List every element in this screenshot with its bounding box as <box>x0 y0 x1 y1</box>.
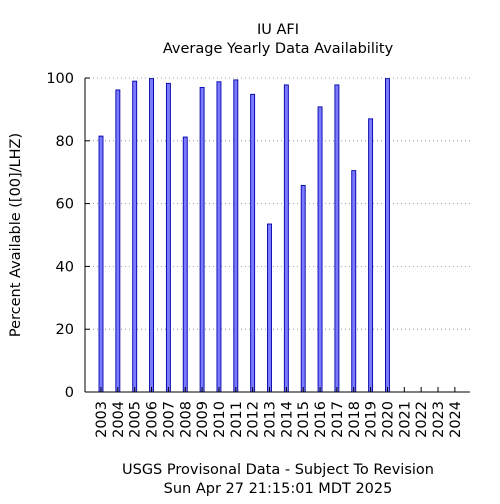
x-tick-label: 2014 <box>279 401 295 438</box>
x-tick-label: 2016 <box>313 401 329 438</box>
y-tick-label: 40 <box>56 259 74 275</box>
bar-2006 <box>149 78 155 393</box>
bar-2005 <box>132 80 138 393</box>
timestamp-footer: Sun Apr 27 21:15:01 MDT 2025 <box>164 481 393 497</box>
bar-2008 <box>182 136 188 393</box>
bars <box>98 78 390 393</box>
bar-2017 <box>334 84 340 393</box>
y-tick-label: 80 <box>56 134 74 150</box>
bar-2014 <box>283 84 289 393</box>
bar-2004 <box>115 89 121 393</box>
x-tick-label: 2021 <box>397 401 413 438</box>
bar-2011 <box>233 79 239 393</box>
bar-2012 <box>250 93 256 393</box>
bar-2019 <box>368 118 374 393</box>
x-tick-label: 2022 <box>414 401 430 438</box>
x-tick-label: 2015 <box>296 401 312 438</box>
bar-2015 <box>300 184 306 393</box>
chart-title: IU AFI <box>257 22 299 38</box>
bar-2020 <box>385 78 390 393</box>
x-tick-label: 2020 <box>380 401 396 438</box>
chart-subtitle: Average Yearly Data Availability <box>163 41 394 57</box>
x-tick-label: 2005 <box>128 401 144 438</box>
y-axis-label: Percent Available ([00]/LHZ) <box>8 133 24 337</box>
bar-2013 <box>267 223 272 393</box>
x-tick-label: 2012 <box>246 401 262 438</box>
x-tick-label: 2004 <box>111 401 127 438</box>
x-tick-label: 2019 <box>364 401 380 438</box>
y-tick-label: 20 <box>56 322 74 338</box>
x-tick-label: 2006 <box>145 401 161 438</box>
axes-frame <box>84 77 470 393</box>
x-tick-label: 2008 <box>178 401 194 438</box>
bar-2010 <box>216 81 222 393</box>
x-tick-label: 2013 <box>263 401 279 438</box>
x-tick-label: 2023 <box>431 401 447 438</box>
bar-2003 <box>98 135 104 393</box>
x-axis-label: USGS Provisonal Data - Subject To Revisi… <box>122 462 434 478</box>
x-tick-label: 2018 <box>347 401 363 438</box>
y-tick-label: 0 <box>65 385 74 401</box>
x-tick-label: 2009 <box>195 401 211 438</box>
y-tick-labels: 0 20 40 60 80 100 <box>46 71 74 401</box>
x-tick-label: 2003 <box>94 401 110 438</box>
bar-2016 <box>317 106 323 393</box>
bar-2007 <box>165 82 171 393</box>
x-tick-label: 2011 <box>229 401 245 438</box>
y-tick-label: 100 <box>46 71 74 87</box>
gridlines <box>85 77 470 393</box>
bar-2009 <box>199 86 205 393</box>
x-tick-label: 2017 <box>330 401 346 438</box>
x-tick-labels: 2003 2004 2005 2006 2007 2008 2009 2010 2011 2012… <box>94 401 464 438</box>
x-tick-label: 2024 <box>448 401 464 438</box>
bar-2018 <box>351 170 357 393</box>
x-tick-label: 2007 <box>161 401 177 438</box>
x-tick-label: 2010 <box>212 401 228 438</box>
y-tick-label: 60 <box>56 197 74 213</box>
